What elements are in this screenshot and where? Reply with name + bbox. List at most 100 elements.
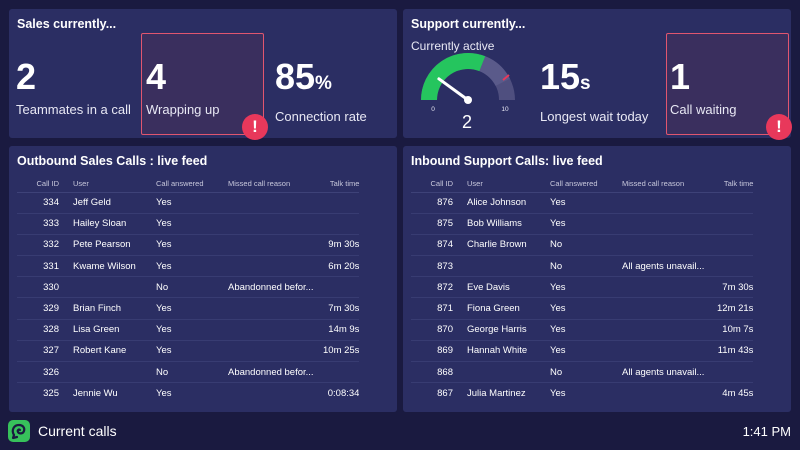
connection-number: 85 [275,56,316,97]
cell-user: Kwame Wilson [73,255,156,278]
cell-talk-time: 7m 30s [717,276,754,299]
cell-user: Jeff Geld [73,192,156,214]
table-header-row: Call ID User Call answered Missed call r… [411,176,754,193]
col-missed-reason: Missed call reason [228,176,323,193]
longest-wait-unit: s [580,73,591,94]
cell-call-id: 874 [411,234,467,257]
cell-talk-time: 9m 30s [323,234,360,257]
cell-talk-time: 12m 21s [717,297,754,320]
table-row: 330 No Abandonned befor... [17,276,360,299]
footer-title: Current calls [38,423,117,439]
cell-missed-reason [228,319,323,341]
active-label: Currently active [411,39,495,53]
support-panel-title: Support currently... [411,17,526,31]
cell-call-id: 868 [411,361,467,384]
table-row: 871 Fiona Green Yes 12m 21s [411,297,754,320]
longest-wait-number: 15 [540,56,581,97]
cell-user: Eve Davis [467,276,550,299]
cell-talk-time [717,234,754,257]
col-call-answered: Call answered [550,176,622,193]
cell-user: Julia Martinez [467,388,526,400]
cell-missed-reason [622,213,717,235]
col-talk-time: Talk time [323,176,360,193]
cell-call-answered: Yes [156,192,228,214]
cell-user: Charlie Brown [467,234,550,257]
inbound-feed-title: Inbound Support Calls: live feed [411,154,603,168]
table-row: 873 No All agents unavail... [411,255,754,278]
col-missed-reason: Missed call reason [622,176,717,193]
cell-call-answered: No [156,276,228,299]
wrapping-alert-box [141,33,264,135]
longest-wait-label: Longest wait today [540,109,649,124]
cell-missed-reason [622,234,717,257]
col-call-answered: Call answered [156,176,228,193]
cell-call-answered: No [550,255,622,278]
support-panel: Support currently... Currently active 0 … [403,9,792,140]
connection-value: 85% [275,59,367,102]
cell-talk-time: 10m 7s [717,319,754,341]
cell-call-id: 872 [411,276,467,299]
cell-talk-time: 14m 9s [323,319,360,341]
table-row: 328 Lisa Green Yes 14m 9s [17,319,360,341]
inbound-feed-panel: Inbound Support Calls: live feed Call ID… [403,146,791,412]
table-row: 334 Jeff Geld Yes [17,192,360,214]
cell-talk-time [717,192,754,214]
cell-call-answered: Yes [550,192,622,214]
waiting-value: 1 [670,56,691,97]
teammates-value: 2 [16,56,37,97]
col-call-id: Call ID [17,176,73,193]
cell-missed-reason: Abandonned befor... [228,276,323,299]
cell-call-answered: Yes [156,213,228,235]
cell-talk-time [717,361,754,384]
cell-missed-reason [622,319,717,341]
waiting-label: Call waiting [670,102,737,117]
cell-call-answered: Yes [550,388,566,400]
cell-missed-reason [228,297,323,320]
table-row: 867 Julia Martinez Yes 4m 45s [411,383,753,404]
wrapping-label: Wrapping up [146,102,220,117]
cell-talk-time [717,213,754,235]
cell-talk-time [323,192,360,214]
cell-missed-reason [622,383,717,404]
cell-talk-time [323,361,360,384]
gauge-needle [437,77,470,102]
gauge-fill-dark [478,56,510,87]
cell-user: Alice Johnson [467,192,550,214]
cell-call-id: 329 [17,297,73,320]
cell-call-id: 334 [17,192,73,214]
col-call-id: Call ID [411,176,467,193]
wrapping-stat: 4 Wrapping up [146,56,220,118]
cell-talk-time: 10m 25s [323,340,360,363]
table-row: 869 Hannah White Yes 11m 43s [411,340,754,363]
col-user: User [467,176,550,193]
cell-user: Lisa Green [73,319,156,341]
wrapping-value: 4 [146,56,167,97]
table-row: 868 No All agents unavail... [411,361,754,384]
table-row: 870 George Harris Yes 10m 7s [411,319,754,341]
cell-missed-reason: All agents unavail... [622,255,717,278]
cell-call-id: 873 [411,255,467,278]
gauge-max-label: 10 [501,106,509,113]
table-row: 332 Pete Pearson Yes 9m 30s [17,234,360,257]
cell-call-answered: No [550,234,622,257]
cell-call-id: 876 [411,192,467,214]
cell-user: Pete Pearson [73,234,156,257]
table-row: 876 Alice Johnson Yes [411,192,754,214]
cell-call-answered: Yes [550,213,622,235]
footer-clock: 1:41 PM [742,424,791,439]
cell-call-id: 328 [17,319,73,341]
cell-missed-reason [622,192,717,214]
cell-call-answered: Yes [550,297,622,320]
cell-call-id: 869 [411,340,467,363]
footer-bar: Current calls 1:41 PM [0,414,800,450]
cell-user: Robert Kane [73,340,156,363]
cell-user: Fiona Green [467,297,550,320]
table-row: 327 Robert Kane Yes 10m 25s [17,340,360,363]
cell-call-id: 331 [17,255,73,278]
cell-user: Hannah White [467,340,550,363]
cell-missed-reason: All agents unavail... [622,361,717,384]
cell-user: Bob Williams [467,213,550,235]
cell-user: George Harris [467,319,550,341]
cell-call-answered: Yes [156,234,228,257]
table-row: 329 Brian Finch Yes 7m 30s [17,297,360,320]
